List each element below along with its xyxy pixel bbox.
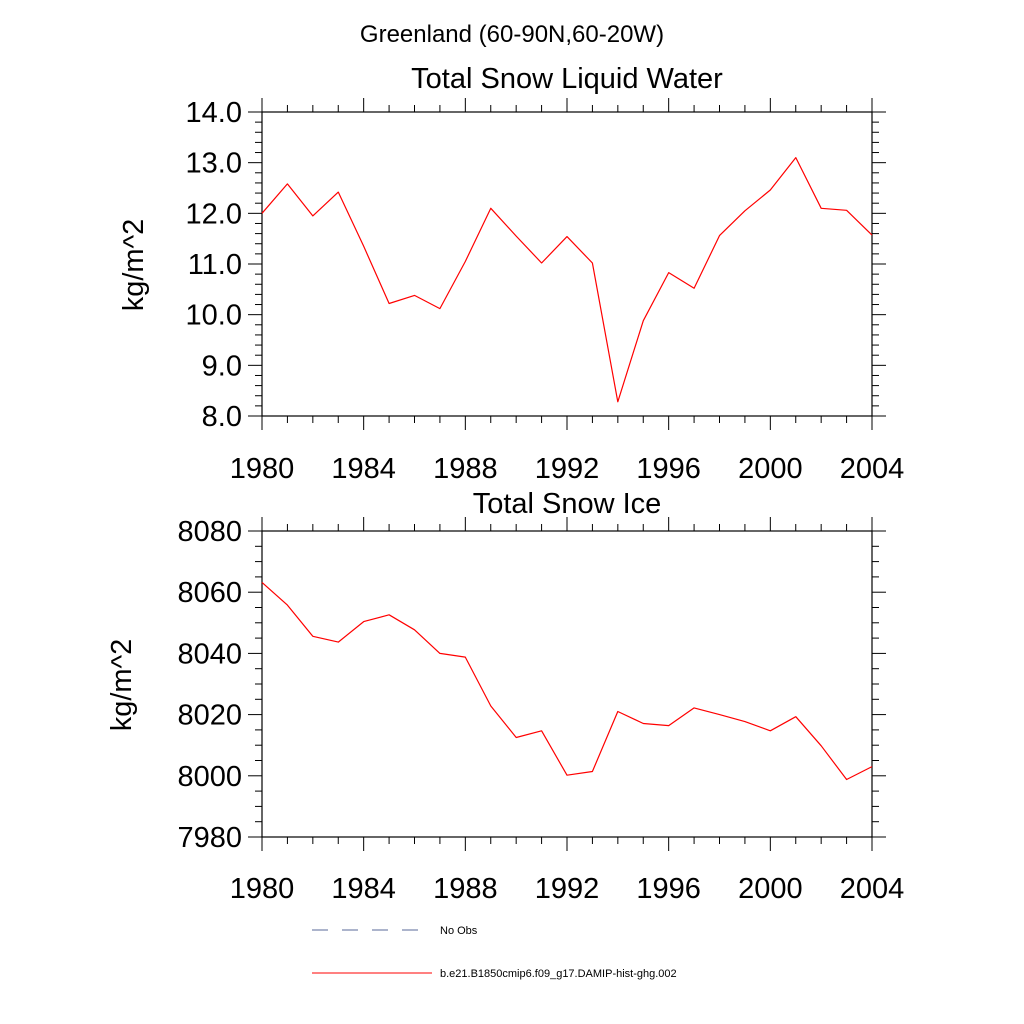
series-area-liquid-water <box>261 157 873 403</box>
series-line-model-run <box>261 157 873 403</box>
x-tick-label: 1980 <box>230 873 295 905</box>
y-axis-label-liquid-water: kg/m^2 <box>118 219 150 312</box>
legend-label-no-obs: No Obs <box>440 925 478 937</box>
y-tick-label: 7980 <box>177 822 242 854</box>
axis-ticks-snow-ice: 1980 1984 1988 1992 1996 2000 2004 7980 8000 8020… <box>177 516 904 905</box>
legend-label-model-run: b.e21.B1850cmip6.f09_g17.DAMIP-hist-ghg.… <box>440 968 677 980</box>
x-tick-label: 1992 <box>535 873 600 905</box>
plot-frame-liquid-water <box>261 111 873 417</box>
panel-snow-ice: Total Snow Ice kg/m^2 1980 1984 1988 1992 19… <box>106 488 904 905</box>
x-tick-label: 2004 <box>840 453 905 485</box>
x-tick-label: 1988 <box>433 873 498 905</box>
x-tick-label: 2004 <box>840 873 905 905</box>
y-axis-label-snow-ice: kg/m^2 <box>106 639 138 732</box>
y-tick-label: 13.0 <box>186 148 242 180</box>
y-tick-label: 8000 <box>177 761 242 793</box>
y-tick-label: 9.0 <box>202 350 242 382</box>
legend: No Obs b.e21.B1850cmip6.f09_g17.DAMIP-hi… <box>312 925 677 980</box>
panel-title-snow-ice: Total Snow Ice <box>473 488 662 520</box>
axis-ticks-liquid-water: 1980 1984 1988 1992 1996 2000 2004 8.0 9.0 10.0 11… <box>186 97 905 485</box>
x-tick-label: 1996 <box>636 453 701 485</box>
panel-snow-liquid-water: Total Snow Liquid Water kg/m^2 1980 1984 1… <box>118 63 904 485</box>
panel-title-liquid-water: Total Snow Liquid Water <box>411 63 723 95</box>
y-tick-label: 8020 <box>177 700 242 732</box>
x-tick-label: 1992 <box>535 453 600 485</box>
series-area-snow-ice <box>261 581 873 781</box>
y-tick-label: 12.0 <box>186 198 242 230</box>
y-tick-label: 10.0 <box>186 300 242 332</box>
x-tick-label: 2000 <box>738 873 803 905</box>
y-tick-label: 8080 <box>177 516 242 548</box>
plot-frame-snow-ice <box>261 530 873 838</box>
y-tick-label: 11.0 <box>188 249 242 281</box>
x-tick-label: 1996 <box>636 873 701 905</box>
y-tick-label: 8.0 <box>202 401 242 433</box>
x-tick-label: 1980 <box>230 453 295 485</box>
y-tick-label: 8060 <box>177 577 242 609</box>
y-tick-label: 14.0 <box>186 97 242 129</box>
figure-suptitle: Greenland (60-90N,60-20W) <box>360 21 664 48</box>
x-tick-label: 1984 <box>331 873 396 905</box>
series-line-model-run <box>261 581 873 781</box>
x-tick-label: 2000 <box>738 453 803 485</box>
x-tick-label: 1988 <box>433 453 498 485</box>
y-tick-label: 8040 <box>177 638 242 670</box>
x-tick-label: 1984 <box>331 453 396 485</box>
